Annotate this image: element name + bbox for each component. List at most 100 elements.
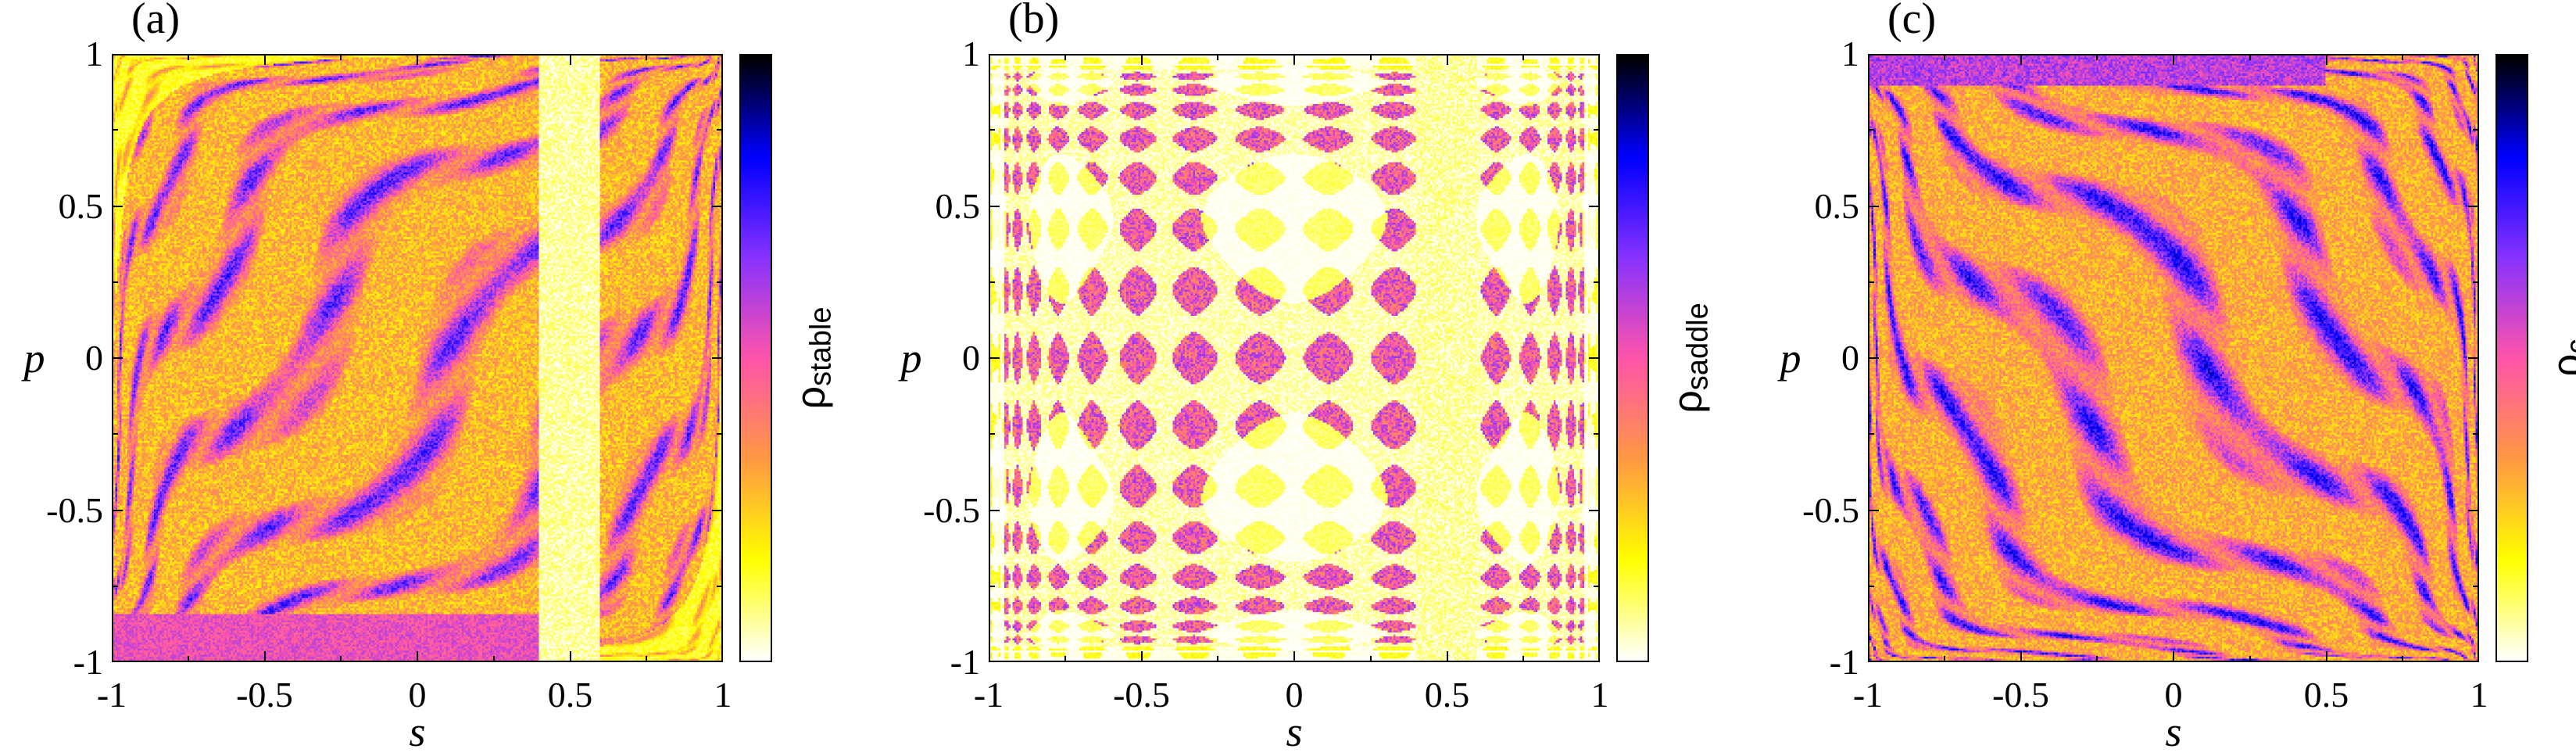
panel-label: (c) bbox=[1887, 0, 1937, 43]
tick-mark bbox=[717, 129, 723, 131]
y-tick-label: 0 bbox=[962, 338, 980, 378]
tick-mark bbox=[1594, 281, 1600, 283]
y-tick-label: -1 bbox=[1829, 642, 1859, 682]
colorbar-label-sub: stable bbox=[804, 306, 838, 386]
colorbar-label: ρstable bbox=[788, 307, 839, 410]
colorbar-gradient bbox=[2497, 56, 2527, 661]
tick-mark bbox=[1217, 54, 1219, 60]
tick-mark bbox=[1064, 656, 1066, 662]
x-tick-label: -0.5 bbox=[1992, 675, 2049, 715]
density-heatmap bbox=[990, 56, 1598, 661]
tick-mark bbox=[989, 585, 995, 587]
tick-mark bbox=[2402, 54, 2404, 60]
colorbar-label-sub: saddle bbox=[1681, 303, 1715, 391]
colorbar-gradient bbox=[1618, 56, 1648, 661]
panel-b: (b) ρsaddle s p -1 -0.5 0 0.5 1 -1 -0.5 0 0.5 1 bbox=[877, 0, 1737, 756]
x-tick-label: 0.5 bbox=[2303, 675, 2349, 715]
tick-mark bbox=[2468, 509, 2479, 511]
tick-mark bbox=[492, 656, 495, 662]
density-map bbox=[989, 54, 1600, 662]
tick-mark bbox=[417, 651, 418, 662]
tick-mark bbox=[1293, 651, 1295, 662]
x-tick-label: 0.5 bbox=[1424, 675, 1470, 715]
x-tick-label: -0.5 bbox=[1113, 675, 1170, 715]
tick-mark bbox=[1446, 54, 1448, 65]
tick-mark bbox=[1293, 54, 1295, 65]
x-axis-label: s bbox=[409, 708, 426, 755]
tick-mark bbox=[989, 433, 995, 435]
tick-mark bbox=[989, 129, 995, 131]
tick-mark bbox=[2325, 54, 2327, 65]
tick-mark bbox=[2096, 656, 2098, 662]
tick-mark bbox=[2473, 129, 2479, 131]
tick-mark bbox=[2249, 54, 2251, 60]
tick-mark bbox=[1217, 656, 1219, 662]
tick-mark bbox=[112, 509, 123, 511]
density-heatmap bbox=[113, 56, 721, 661]
colorbar-label-main: ρ bbox=[2545, 354, 2576, 378]
x-tick-label: 0 bbox=[1285, 675, 1304, 715]
x-tick-label: 1 bbox=[714, 675, 732, 715]
tick-mark bbox=[1140, 651, 1143, 662]
tick-mark bbox=[989, 281, 995, 283]
colorbar-gradient bbox=[741, 56, 771, 661]
y-tick-label: 1 bbox=[1841, 34, 1859, 73]
tick-mark bbox=[712, 509, 723, 511]
tick-mark bbox=[112, 433, 118, 435]
tick-mark bbox=[1589, 509, 1600, 511]
tick-mark bbox=[1064, 54, 1066, 60]
tick-mark bbox=[712, 205, 723, 207]
tick-mark bbox=[492, 54, 495, 60]
tick-mark bbox=[112, 357, 123, 359]
x-tick-label: -1 bbox=[973, 675, 1004, 715]
y-tick-label: 0.5 bbox=[1814, 185, 1860, 226]
panel-a: (a) ρstable s p -1 -0.5 0 0.5 1 -1 -0.5 0 0.5 1 bbox=[0, 0, 860, 756]
y-tick-label: 0.5 bbox=[935, 185, 981, 226]
tick-mark bbox=[1943, 54, 1945, 60]
colorbar-label-main: ρ bbox=[1665, 390, 1711, 414]
y-axis-label: p bbox=[900, 335, 922, 382]
y-axis-label: p bbox=[23, 335, 45, 382]
tick-mark bbox=[1868, 357, 1879, 359]
tick-mark bbox=[717, 585, 723, 587]
y-tick-label: -1 bbox=[73, 642, 103, 682]
tick-mark bbox=[112, 585, 118, 587]
tick-mark bbox=[1868, 585, 1874, 587]
tick-mark bbox=[1140, 54, 1143, 65]
tick-mark bbox=[2249, 656, 2251, 662]
x-axis-label: s bbox=[1286, 708, 1303, 755]
tick-mark bbox=[1446, 651, 1448, 662]
panel-label: (a) bbox=[131, 0, 181, 43]
y-tick-label: 1 bbox=[85, 34, 103, 73]
tick-mark bbox=[989, 205, 1000, 207]
tick-mark bbox=[2468, 357, 2479, 359]
y-axis-label: p bbox=[1780, 335, 1801, 382]
tick-mark bbox=[2468, 205, 2479, 207]
x-tick-label: 0 bbox=[2164, 675, 2183, 715]
panel-label: (b) bbox=[1008, 0, 1060, 43]
tick-mark bbox=[646, 656, 648, 662]
tick-mark bbox=[2473, 433, 2479, 435]
tick-mark bbox=[717, 281, 723, 283]
density-map bbox=[112, 54, 723, 662]
tick-mark bbox=[1868, 433, 1874, 435]
x-tick-label: -1 bbox=[1852, 675, 1884, 715]
x-tick-label: 0.5 bbox=[547, 675, 593, 715]
tick-mark bbox=[112, 205, 123, 207]
colorbar-label: ρc bbox=[2544, 339, 2576, 378]
tick-mark bbox=[1943, 656, 1945, 662]
x-tick-label: 1 bbox=[2470, 675, 2488, 715]
tick-mark bbox=[2402, 656, 2404, 662]
x-axis-label: s bbox=[2165, 708, 2182, 755]
tick-mark bbox=[989, 509, 1000, 511]
tick-mark bbox=[1868, 281, 1874, 283]
tick-mark bbox=[712, 357, 723, 359]
tick-mark bbox=[1868, 205, 1879, 207]
tick-mark bbox=[112, 129, 118, 131]
tick-mark bbox=[1369, 54, 1372, 60]
tick-mark bbox=[2325, 651, 2327, 662]
tick-mark bbox=[187, 656, 189, 662]
tick-mark bbox=[2173, 651, 2174, 662]
y-tick-label: -0.5 bbox=[1802, 489, 1859, 530]
tick-mark bbox=[1589, 205, 1600, 207]
